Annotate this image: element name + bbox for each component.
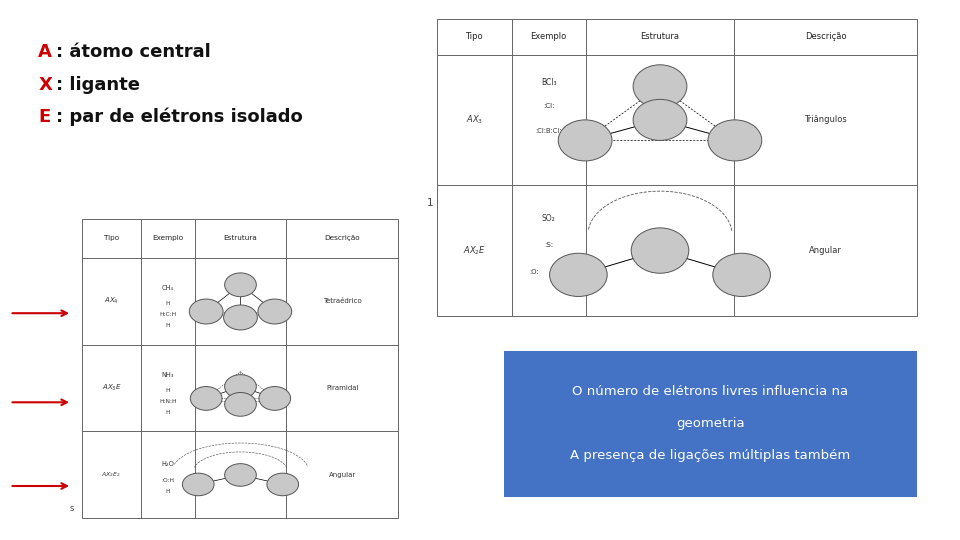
Ellipse shape: [225, 273, 256, 296]
Bar: [82, 219, 398, 518]
Text: H: H: [166, 323, 170, 328]
Ellipse shape: [189, 299, 223, 324]
Text: :O:: :O:: [529, 269, 540, 275]
Ellipse shape: [225, 393, 256, 416]
Text: Descrição: Descrição: [324, 235, 360, 241]
Text: CH₄: CH₄: [162, 285, 174, 291]
Text: Estrutura: Estrutura: [640, 32, 680, 41]
Ellipse shape: [224, 305, 257, 330]
Text: H: H: [166, 410, 170, 415]
Ellipse shape: [558, 120, 612, 161]
FancyBboxPatch shape: [504, 351, 917, 497]
Text: H: H: [166, 388, 170, 393]
Ellipse shape: [632, 228, 689, 273]
Text: O número de elétrons livres influencia na: O número de elétrons livres influencia n…: [572, 386, 849, 399]
Text: :O:H: :O:H: [161, 478, 175, 483]
Ellipse shape: [708, 120, 762, 161]
Ellipse shape: [634, 65, 687, 108]
Text: : átomo central: : átomo central: [56, 43, 210, 61]
Text: :O:: :O:: [558, 269, 568, 275]
Text: Descrição: Descrição: [804, 32, 847, 41]
Text: :Cl:B:Cl:: :Cl:B:Cl:: [536, 127, 562, 134]
Text: $AX_2E_2$: $AX_2E_2$: [102, 470, 121, 480]
Text: $AX_2E$: $AX_2E$: [463, 244, 486, 257]
Text: $AX_4$: $AX_4$: [104, 296, 119, 306]
Text: : par de elétrons isolado: : par de elétrons isolado: [56, 108, 302, 126]
Ellipse shape: [712, 253, 770, 296]
Ellipse shape: [225, 464, 256, 486]
Text: :Cl:: :Cl:: [543, 103, 554, 110]
Text: :S:: :S:: [544, 242, 553, 248]
Text: Tipo: Tipo: [104, 235, 119, 241]
Text: Angular: Angular: [328, 472, 356, 478]
Text: H: H: [166, 489, 170, 494]
Ellipse shape: [225, 375, 256, 399]
Ellipse shape: [258, 299, 292, 324]
Text: 1: 1: [427, 198, 433, 207]
Text: H₂O: H₂O: [161, 461, 175, 467]
Ellipse shape: [182, 473, 214, 496]
Ellipse shape: [190, 387, 222, 410]
Text: NH₃: NH₃: [162, 372, 174, 377]
Text: Estrutura: Estrutura: [224, 235, 257, 241]
Text: Angular: Angular: [809, 246, 842, 255]
Text: H:C:H: H:C:H: [159, 312, 177, 317]
Text: X: X: [38, 76, 52, 93]
Ellipse shape: [267, 473, 299, 496]
Text: H: H: [166, 301, 170, 306]
Text: $AX_3E$: $AX_3E$: [102, 383, 121, 393]
Ellipse shape: [259, 387, 291, 410]
Text: A: A: [38, 43, 52, 61]
Text: Exemplo: Exemplo: [153, 235, 183, 241]
Text: Exemplo: Exemplo: [531, 32, 566, 41]
Ellipse shape: [634, 99, 687, 140]
Text: E: E: [38, 108, 51, 126]
Bar: [437, 19, 917, 316]
Ellipse shape: [550, 253, 608, 296]
Text: H:N:H: H:N:H: [159, 399, 177, 404]
Text: s: s: [70, 504, 74, 513]
Text: BCl₃: BCl₃: [540, 78, 557, 86]
Text: Tipo: Tipo: [466, 32, 483, 41]
Text: $AX_3$: $AX_3$: [466, 113, 483, 126]
Text: A presença de ligações múltiplas também: A presença de ligações múltiplas também: [570, 449, 851, 462]
Text: Piramidal: Piramidal: [326, 385, 358, 391]
Text: Triângulos: Triângulos: [804, 116, 847, 124]
Text: : ligante: : ligante: [56, 76, 140, 93]
Text: Tetraédrico: Tetraédrico: [323, 298, 362, 304]
Text: SO₂: SO₂: [541, 214, 556, 222]
Text: geometria: geometria: [676, 417, 745, 430]
